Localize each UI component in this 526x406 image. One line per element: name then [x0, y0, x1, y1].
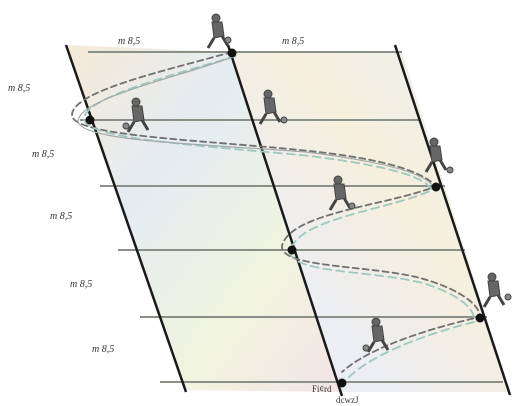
player-figure	[328, 175, 356, 211]
field-background	[66, 45, 510, 392]
distance-label-row-4: m 8,5	[70, 279, 92, 290]
cone-marker	[287, 245, 297, 255]
cone-marker	[85, 115, 95, 125]
player-figure	[482, 272, 512, 308]
distance-label-row-2: m 8,5	[32, 149, 54, 160]
player-figure	[424, 137, 454, 174]
distance-labels: m 8,5 m 8,5 m 8,5 m 8,5 m 8,5 m 8,5 m 8,…	[8, 36, 304, 355]
cone-marker	[227, 48, 237, 58]
cone-marker	[475, 313, 485, 323]
distance-label-row-1: m 8,5	[8, 83, 30, 94]
left-boundary-line	[64, 44, 188, 393]
path-solid	[77, 57, 435, 189]
boundary-lines	[64, 44, 512, 397]
start-label-line-1: Fi¢rd	[312, 384, 332, 394]
right-boundary-line	[393, 44, 512, 396]
center-line	[226, 44, 344, 397]
player-figure	[362, 317, 390, 353]
player-figure	[206, 13, 232, 49]
running-paths	[71, 51, 481, 379]
distance-label-top-right: m 8,5	[282, 36, 304, 47]
cone-marker	[337, 378, 347, 388]
path-dashed-dark	[71, 51, 481, 373]
path-dashed-light	[83, 55, 475, 379]
player-figures	[122, 13, 512, 353]
start-label-line-2: dcwzJ	[336, 395, 359, 405]
cone-marker	[431, 182, 441, 192]
start-label: Fi¢rd dcwzJ	[312, 384, 359, 405]
player-figure	[258, 89, 288, 125]
turn-markers	[85, 48, 485, 388]
distance-label-top-left: m 8,5	[118, 36, 140, 47]
player-figure	[122, 97, 150, 133]
distance-label-row-5: m 8,5	[92, 344, 114, 355]
distance-label-row-3: m 8,5	[50, 211, 72, 222]
